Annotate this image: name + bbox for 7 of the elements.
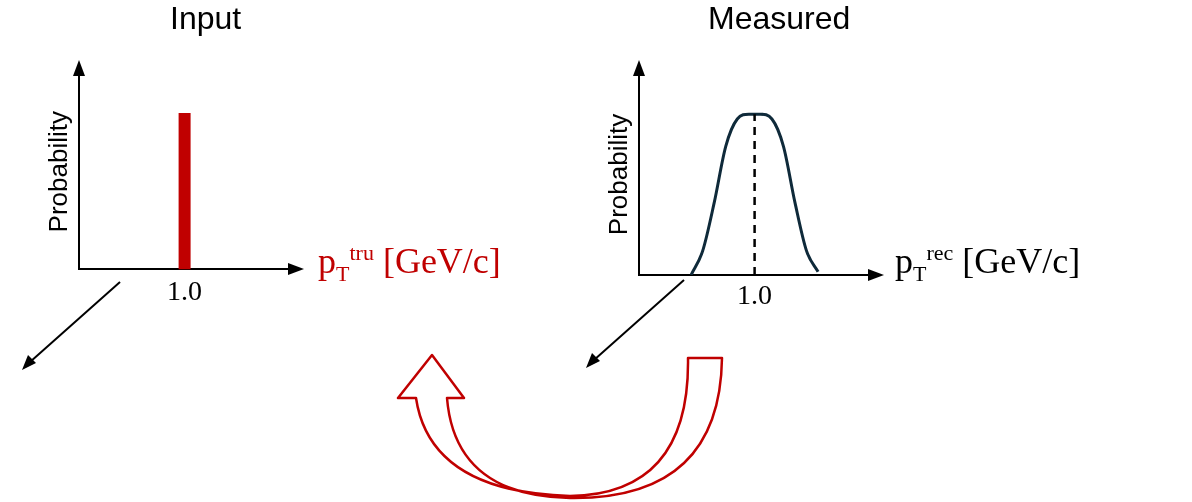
text: 1.0 bbox=[737, 279, 773, 311]
chart-title: Measured bbox=[708, 0, 851, 37]
x-axis-title: p$_{T}$$^{rec}$ [GeV/c] bbox=[895, 240, 1081, 288]
y-axis-title: Probability bbox=[42, 111, 73, 233]
x-axis-title: p$_{T}$$^{tru}$ [GeV/c] bbox=[318, 240, 501, 288]
y-axis-title: Probability bbox=[602, 113, 633, 236]
chart-title: Input bbox=[170, 0, 242, 37]
